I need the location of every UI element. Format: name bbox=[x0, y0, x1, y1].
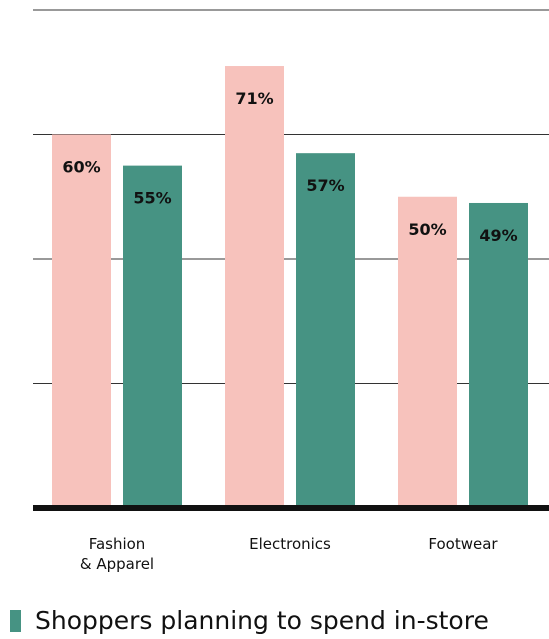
category-label: Fashion & Apparel bbox=[80, 535, 154, 573]
legend: Shoppers planning to spend in-store bbox=[10, 606, 489, 635]
legend-swatch-in-store bbox=[10, 609, 21, 632]
bar bbox=[123, 165, 182, 508]
data-label: 55% bbox=[133, 189, 171, 208]
category-label: Footwear bbox=[428, 535, 498, 553]
bar bbox=[225, 66, 284, 509]
bar-chart: 60% 55% Fashion & Apparel 71% 57% Electronics 5… bbox=[33, 9, 549, 573]
bar bbox=[296, 153, 355, 509]
data-label: 60% bbox=[62, 158, 100, 177]
bar bbox=[469, 202, 528, 508]
data-label: 49% bbox=[479, 226, 517, 245]
data-label: 71% bbox=[235, 89, 273, 108]
legend-label-in-store: Shoppers planning to spend in-store bbox=[35, 606, 489, 635]
bar bbox=[52, 134, 111, 508]
data-label: 57% bbox=[306, 176, 344, 195]
bar bbox=[398, 196, 457, 508]
category-label: Electronics bbox=[249, 535, 331, 553]
data-label: 50% bbox=[408, 220, 446, 239]
